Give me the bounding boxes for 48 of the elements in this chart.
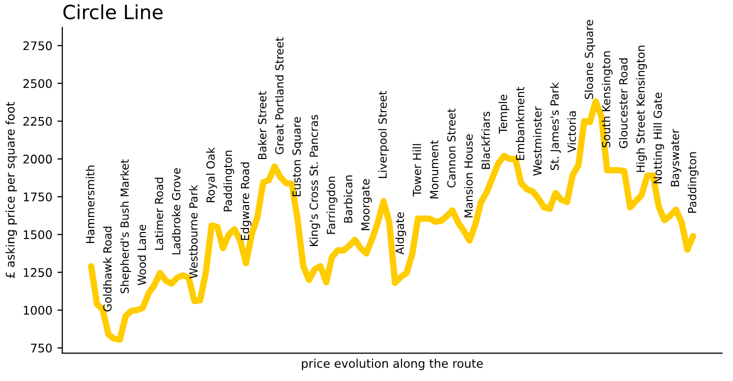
x-tick-label: Ladbroke Grove <box>172 168 180 254</box>
y-tick-label: 1500 <box>24 230 52 240</box>
x-tick-label: Paddington <box>223 150 234 212</box>
x-tick-label: Tower Hill <box>412 144 422 196</box>
x-tick-label: Moorgate <box>361 179 372 230</box>
x-tick-label: Euston Square <box>292 117 303 196</box>
y-tick-label: 2750 <box>23 41 52 50</box>
x-tick-label: Latimer Road <box>154 178 164 250</box>
x-tick-label: Westminster <box>532 106 542 176</box>
x-tick-label: Westbourne Park <box>189 184 198 278</box>
x-tick-label: Mansion House <box>464 134 473 218</box>
x-axis-title: price evolution along the route <box>302 358 483 370</box>
y-tick-label: 1750 <box>24 192 52 202</box>
x-tick-label: Aldgate <box>395 212 406 255</box>
x-tick-label: Bayswater <box>670 128 682 186</box>
x-tick-label: Sloane Square <box>584 20 596 99</box>
x-tick-label: Gloucester Road <box>618 58 628 148</box>
x-tick-label: Paddington <box>688 152 698 213</box>
x-tick-label: Cannon Street <box>447 108 456 188</box>
y-tick-label: 2000 <box>23 154 52 164</box>
x-tick-label: High Street Kensington <box>636 46 647 172</box>
x-tick-label: Shepherd's Bush Market <box>120 159 131 294</box>
x-tick-label: Wood Lane <box>137 224 146 286</box>
x-tick-label: Goldhawk Road <box>103 226 112 312</box>
y-tick-label: 1250 <box>24 268 52 277</box>
x-tick-label: Notting Hill Gate <box>653 92 664 184</box>
x-tick-label: Embankment <box>516 86 524 160</box>
x-tick-label: St. James's Park <box>550 82 561 170</box>
x-tick-label: Farringdon <box>326 176 338 234</box>
x-tick-label: Temple <box>498 94 510 134</box>
x-tick-label: Barbican <box>344 175 352 223</box>
y-axis-title: £ asking price per square foot <box>6 102 17 278</box>
x-tick-label: Royal Oak <box>206 147 217 202</box>
chart-title: Circle Line <box>63 4 163 20</box>
x-tick-label: Liverpool Street <box>378 91 389 178</box>
x-tick-label: Great Portland Street <box>274 37 284 154</box>
x-tick-label: Victoria <box>567 111 576 153</box>
y-tick-label: 2250 <box>23 116 52 126</box>
x-tick-label: Edgware Road <box>240 162 252 240</box>
y-tick-label: 750 <box>31 344 52 353</box>
x-tick-label: Hammersmith <box>86 166 94 243</box>
x-tick-label: Baker Street <box>258 91 266 160</box>
x-tick-label: Blackfriars <box>481 112 490 169</box>
x-tick-label: King's Cross St. Pancras <box>309 114 320 246</box>
y-tick-label: 1000 <box>24 306 52 315</box>
y-tick-label: 2500 <box>23 79 52 88</box>
x-tick-label: South Kensington <box>602 51 612 148</box>
x-tick-label: Monument <box>430 140 438 198</box>
